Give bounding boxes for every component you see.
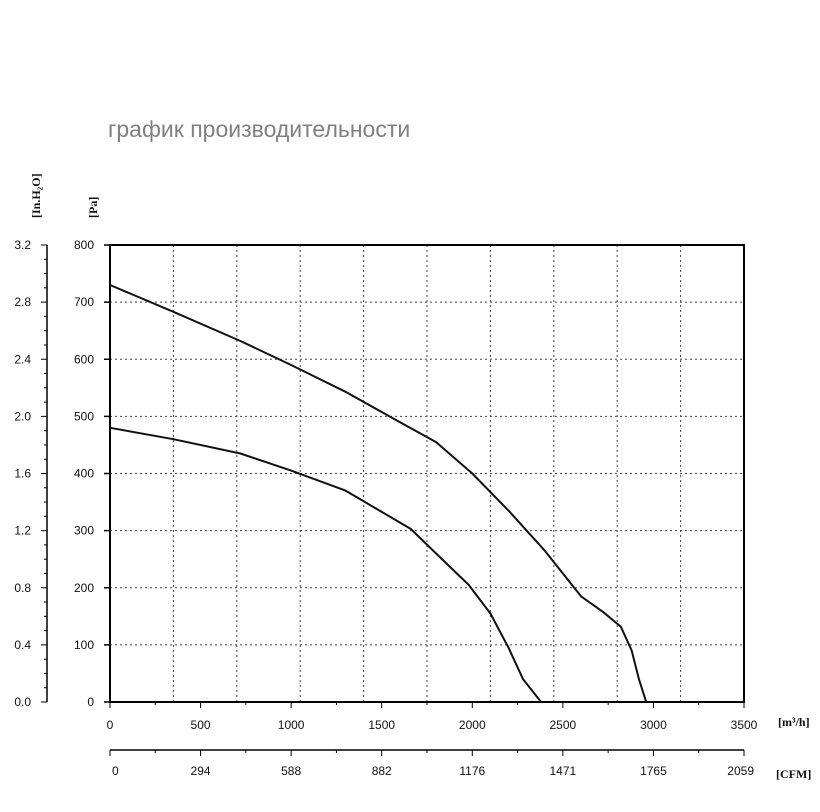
m3h-tick-label: 500: [191, 718, 211, 732]
inh2o-tick-label: 1.2: [14, 524, 31, 538]
cfm-tick-label: 1176: [459, 764, 485, 778]
pa-tick-label: 200: [74, 581, 94, 595]
performance-curve-2: [109, 426, 542, 703]
inh2o-tick-label: 2.0: [14, 409, 31, 423]
cfm-tick-label: 1765: [640, 764, 667, 778]
m3h-tick-label: 2500: [550, 718, 577, 732]
unit-labels: [In.H₂O] [Pa] [m³/h] [CFM]: [29, 173, 811, 781]
inh2o-tick-label: 1.6: [14, 467, 31, 481]
left-axes: 0 100 200 300 400 500 600 700 800 0.0 0.4 0.8 1.2 1.6…: [14, 238, 110, 709]
x-axes: 0 500 1000 1500 2000 2500 3000 3500 0 294 588 882 11…: [107, 702, 758, 778]
pa-unit-label: [Pa]: [86, 197, 100, 218]
m3h-unit-label: [m³/h]: [778, 715, 810, 729]
m3h-tick-label: 3500: [731, 718, 758, 732]
cfm-unit-label: [CFM]: [776, 767, 811, 781]
inh2o-tick-label: 0.4: [14, 638, 31, 652]
m3h-tick-label: 1500: [368, 718, 395, 732]
inh2o-tick-label: 2.4: [14, 352, 31, 366]
chart-title: график производительности: [108, 116, 411, 142]
pa-tick-label: 500: [74, 409, 94, 423]
cfm-tick-label: 294: [191, 764, 211, 778]
chart-grid: [110, 245, 744, 702]
pa-tick-label: 100: [74, 638, 94, 652]
inh2o-tick-label: 2.8: [14, 295, 31, 309]
cfm-tick-label: 882: [372, 764, 392, 778]
curves: [109, 284, 648, 703]
cfm-tick-label: 2059: [727, 764, 754, 778]
pa-tick-label: 600: [74, 352, 94, 366]
pa-tick-label: 0: [87, 695, 94, 709]
m3h-tick-label: 3000: [640, 718, 667, 732]
m3h-tick-label: 0: [107, 718, 114, 732]
cfm-tick-label: 0: [112, 764, 119, 778]
cfm-tick-label: 1471: [550, 764, 577, 778]
performance-curve-1: [109, 284, 648, 703]
m3h-tick-label: 1000: [278, 718, 305, 732]
inh2o-tick-label: 3.2: [14, 238, 31, 252]
pa-tick-label: 400: [74, 467, 94, 481]
pa-tick-label: 700: [74, 295, 94, 309]
cfm-tick-label: 588: [281, 764, 301, 778]
pa-tick-label: 300: [74, 524, 94, 538]
inh2o-tick-label: 0.0: [14, 695, 31, 709]
inh2o-tick-label: 0.8: [14, 581, 31, 595]
inh2o-unit-label: [In.H₂O]: [29, 173, 43, 218]
m3h-tick-label: 2000: [459, 718, 486, 732]
pa-tick-label: 800: [74, 238, 94, 252]
